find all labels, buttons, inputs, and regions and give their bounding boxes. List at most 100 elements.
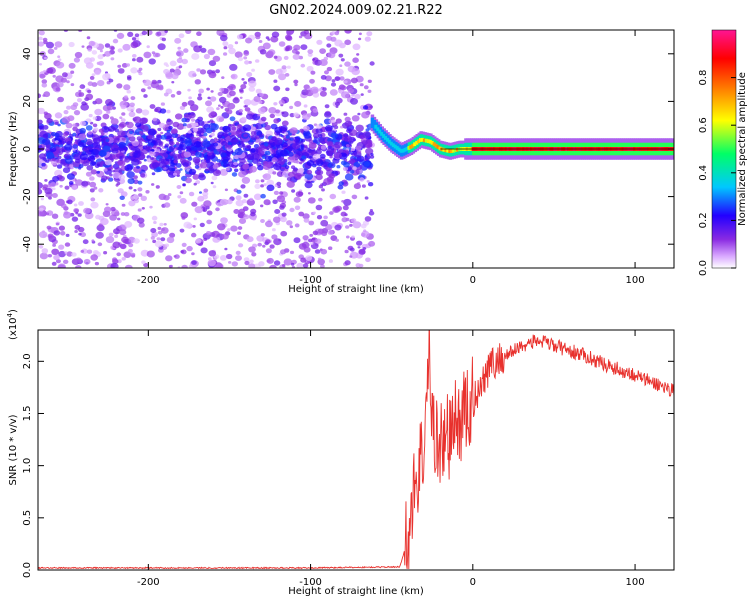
heatmap-cell (174, 37, 182, 44)
heatmap-cell (56, 164, 63, 169)
heatmap-cell (136, 136, 142, 141)
y-tick-label: 40 (22, 47, 33, 60)
heatmap-cell (90, 201, 99, 209)
heatmap-cell (284, 131, 288, 135)
heatmap-cell (280, 125, 288, 132)
heatmap-cell (293, 112, 300, 118)
heatmap-cell (130, 96, 136, 101)
heatmap-cell (236, 189, 242, 194)
heatmap-cell (444, 148, 448, 153)
heatmap-cell (286, 30, 294, 36)
heatmap-cell (329, 193, 337, 200)
heatmap-cell (191, 201, 198, 207)
heatmap-cell (324, 70, 329, 75)
heatmap-cell (128, 186, 133, 190)
heatmap-cell (164, 243, 169, 248)
heatmap-cell (242, 163, 250, 170)
heatmap-cell (217, 134, 222, 139)
heatmap-cell (64, 242, 71, 247)
heatmap-cell (119, 116, 123, 119)
heatmap-cell (118, 174, 126, 181)
heatmap-cell (209, 119, 214, 123)
heatmap-cell (118, 224, 127, 232)
heatmap-cell (268, 69, 276, 75)
heatmap-cell (181, 58, 188, 65)
heatmap-cell (165, 255, 173, 262)
heatmap-cell (108, 125, 116, 132)
heatmap-cell (221, 233, 229, 240)
heatmap-cell (274, 126, 283, 134)
heatmap-cell (143, 158, 147, 162)
heatmap-cell (275, 109, 280, 114)
heatmap-cell (243, 214, 250, 220)
heatmap-cell (85, 171, 92, 177)
heatmap-cell (250, 208, 257, 214)
y-tick-label: 0.0 (22, 562, 33, 578)
heatmap-cell (82, 147, 88, 152)
heatmap-cell (369, 61, 375, 66)
heatmap-cell (360, 223, 367, 229)
heatmap-cell (357, 246, 361, 249)
heatmap-cell (133, 116, 142, 124)
heatmap-cell (286, 145, 294, 152)
heatmap-cell (344, 260, 351, 266)
heatmap-cell (171, 81, 175, 84)
heatmap-cell (202, 135, 207, 140)
heatmap-cell (303, 30, 309, 35)
heatmap-cell (285, 87, 290, 92)
heatmap-cell (214, 137, 218, 141)
heatmap-cell (127, 248, 133, 253)
y-tick-label: -40 (22, 236, 33, 252)
heatmap-cell (102, 73, 111, 81)
heatmap-cell (331, 79, 336, 83)
heatmap-cell (211, 70, 216, 74)
heatmap-cell (259, 92, 264, 97)
heatmap-cell (279, 191, 284, 195)
heatmap-cell (78, 92, 85, 97)
heatmap-cell (94, 154, 100, 158)
heatmap-cell (313, 132, 320, 139)
heatmap-cell (121, 236, 129, 244)
heatmap-cell (100, 218, 109, 226)
heatmap-cell (278, 41, 286, 47)
heatmap-cell (110, 118, 119, 125)
colorbar-label: Normalized spectral amplitude (737, 72, 748, 226)
heatmap-cell (182, 162, 189, 168)
heatmap-cell (41, 248, 49, 254)
heatmap-cell (183, 221, 192, 229)
heatmap-cell (132, 151, 141, 159)
heatmap-cell (319, 48, 326, 54)
heatmap-cell (117, 130, 126, 138)
heatmap-cell (66, 251, 73, 257)
heatmap-cell (132, 54, 137, 58)
heatmap-cell (346, 235, 350, 239)
heatmap-cell (219, 87, 225, 92)
heatmap-cell (272, 199, 278, 205)
heatmap-cell (192, 174, 200, 180)
heatmap-cell (320, 75, 327, 80)
colorbar-tick-label: 0.8 (698, 70, 709, 86)
heatmap-cell (199, 69, 207, 75)
heatmap-cell (340, 85, 347, 91)
heatmap-cell (305, 255, 313, 261)
heatmap-cell (63, 110, 69, 115)
heatmap-cell (294, 100, 302, 107)
heatmap-cell (197, 120, 205, 126)
spectrogram-xlabel: Height of straight line (km) (288, 284, 424, 295)
heatmap-cell (100, 132, 105, 136)
heatmap-cell (221, 136, 225, 139)
heatmap-cell (45, 152, 55, 159)
heatmap-cell (235, 195, 242, 201)
heatmap-cell (336, 97, 343, 104)
heatmap-cell (38, 30, 45, 36)
heatmap-cell (286, 220, 293, 226)
heatmap-cell (273, 260, 281, 266)
heatmap-cell (317, 257, 322, 261)
heatmap-cell (249, 139, 254, 143)
heatmap-cell (141, 134, 147, 139)
heatmap-cell (182, 183, 186, 187)
heatmap-cell (57, 155, 62, 160)
heatmap-cell (81, 180, 89, 187)
heatmap-cell (93, 137, 101, 144)
heatmap-cell (306, 169, 313, 175)
